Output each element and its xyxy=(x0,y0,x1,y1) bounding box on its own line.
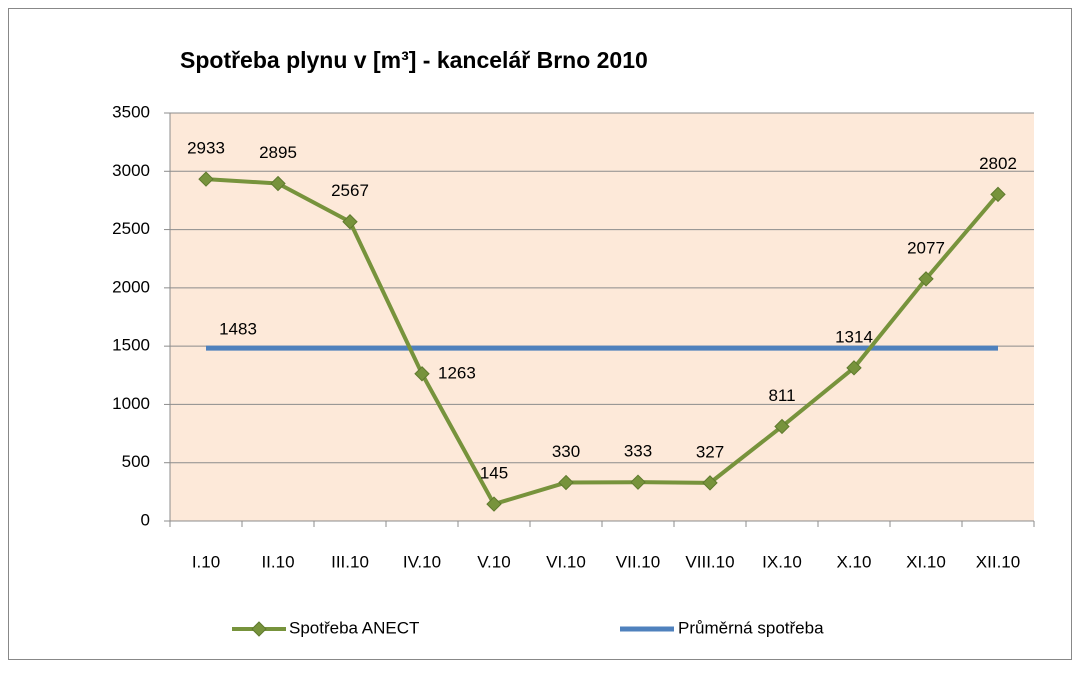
y-tick-label: 2000 xyxy=(112,277,150,296)
data-point xyxy=(990,186,1006,203)
x-tick-label: IV.10 xyxy=(403,552,441,571)
data-point xyxy=(414,366,430,382)
data-label: 1483 xyxy=(219,320,257,339)
plot-area xyxy=(170,113,1034,521)
data-point xyxy=(702,475,718,491)
data-label: 2895 xyxy=(259,143,297,162)
data-label: 2933 xyxy=(187,139,225,158)
legend-marker xyxy=(251,621,267,637)
data-point xyxy=(918,271,934,287)
data-label: 333 xyxy=(624,442,652,461)
data-point xyxy=(630,474,646,490)
y-tick-label: 3500 xyxy=(112,102,150,121)
data-point xyxy=(198,171,214,187)
data-point xyxy=(270,175,286,192)
x-tick-label: I.10 xyxy=(192,552,220,571)
y-tick-label: 0 xyxy=(141,510,150,529)
y-tick-label: 1000 xyxy=(112,394,150,413)
x-tick-label: V.10 xyxy=(477,552,510,571)
data-point xyxy=(486,496,502,512)
data-label: 2077 xyxy=(907,238,945,257)
data-label: 1314 xyxy=(835,327,873,346)
series-line xyxy=(205,177,1000,507)
data-point xyxy=(342,214,358,230)
x-tick-label: III.10 xyxy=(331,552,369,571)
x-tick-label: X.10 xyxy=(837,552,872,571)
x-tick-label: VI.10 xyxy=(546,552,586,571)
x-tick-label: XI.10 xyxy=(906,552,946,571)
data-label: 327 xyxy=(696,442,724,461)
data-point xyxy=(558,474,574,491)
x-tick-label: IX.10 xyxy=(762,552,802,571)
data-label: 330 xyxy=(552,442,580,461)
data-point xyxy=(846,360,862,376)
data-point xyxy=(774,418,790,435)
data-label: 2567 xyxy=(331,181,369,200)
y-tick-label: 1500 xyxy=(112,336,150,355)
data-label: 145 xyxy=(480,464,508,483)
chart-title: Spotřeba plynu v [m³] - kancelář Brno 20… xyxy=(180,47,648,73)
x-tick-label: II.10 xyxy=(261,552,294,571)
y-tick-label: 500 xyxy=(122,452,150,471)
data-label: 1263 xyxy=(438,363,476,382)
y-tick-label: 3000 xyxy=(112,161,150,180)
x-tick-label: XII.10 xyxy=(976,552,1020,571)
x-tick-label: VII.10 xyxy=(616,552,660,571)
x-tick-label: VIII.10 xyxy=(685,552,734,571)
data-label: 2802 xyxy=(979,154,1017,173)
legend-label: Průměrná spotřeba xyxy=(678,618,824,637)
y-tick-label: 2500 xyxy=(112,219,150,238)
legend-label: Spotřeba ANECT xyxy=(289,618,419,637)
data-label: 811 xyxy=(768,386,795,405)
